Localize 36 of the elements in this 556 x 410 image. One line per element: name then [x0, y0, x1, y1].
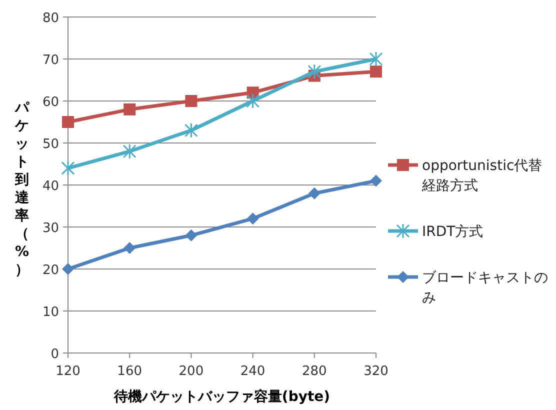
x-tick-label: 120: [56, 364, 80, 379]
y-tick-label: 40: [42, 179, 59, 194]
legend-label: ブロードキャストのみ: [422, 270, 548, 306]
point: [62, 116, 74, 128]
point: [61, 160, 75, 176]
x-tick-label: 240: [240, 364, 266, 379]
y-tick-label: 20: [42, 263, 59, 278]
point: [124, 242, 136, 254]
point: [185, 95, 198, 107]
y-tick-label: 60: [42, 95, 59, 110]
point: [122, 144, 136, 160]
point: [308, 187, 320, 200]
x-tick-label: 200: [178, 364, 204, 379]
y-tick-label: 70: [42, 53, 59, 68]
text: パケット到達率（%）: [14, 100, 30, 278]
legend-label: opportunistic代替経路方式: [421, 158, 542, 194]
y-tick-label: 80: [42, 11, 59, 26]
x-tick-label: 160: [117, 364, 142, 379]
point: [246, 93, 260, 109]
point: [184, 122, 198, 138]
point: [246, 212, 259, 225]
y-tick-label: 10: [42, 305, 59, 320]
y-tick-label: 0: [50, 347, 59, 362]
point: [370, 66, 382, 78]
point: [124, 103, 136, 116]
legend-label: IRDT方式: [422, 224, 484, 240]
point: [308, 64, 322, 80]
point: [370, 174, 382, 187]
point: [185, 229, 198, 242]
x-tick-label: 280: [302, 364, 327, 379]
point: [369, 51, 383, 67]
x-axis-title: 待機パケットバッファ容量(byte): [112, 388, 330, 405]
x-tick-label: 320: [364, 364, 388, 379]
y-tick-label: 30: [42, 221, 59, 236]
y-tick-label: 50: [42, 137, 59, 152]
point: [62, 263, 74, 275]
